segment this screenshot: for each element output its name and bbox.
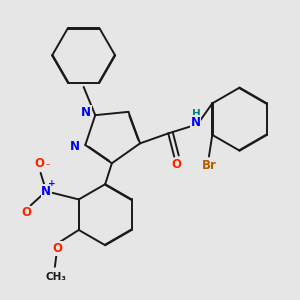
Text: N: N	[81, 106, 91, 119]
Text: Br: Br	[202, 159, 217, 172]
Text: -: -	[46, 159, 50, 169]
Text: N: N	[190, 116, 200, 129]
Text: O: O	[52, 242, 62, 255]
Text: N: N	[70, 140, 80, 153]
Text: O: O	[22, 206, 32, 219]
Text: +: +	[48, 179, 56, 188]
Text: O: O	[172, 158, 182, 171]
Text: O: O	[34, 157, 44, 170]
Text: N: N	[41, 184, 51, 198]
Text: CH₃: CH₃	[45, 272, 66, 282]
Text: H: H	[192, 110, 201, 119]
